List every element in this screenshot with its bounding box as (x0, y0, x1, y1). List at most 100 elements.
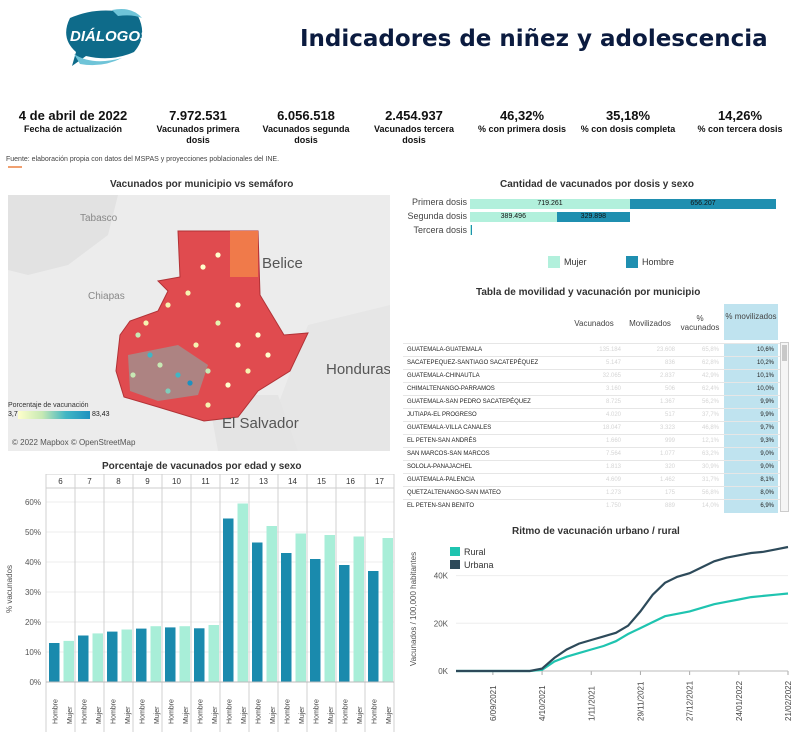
map-points (130, 252, 271, 408)
cell-pct-vacunados: 46,8% (701, 425, 719, 431)
table-row[interactable]: CHIMALTENANGO-PARRAMOS 3.160 506 62,4% 10,0% (403, 382, 780, 396)
cell-pct-movilizados: 9,9% (724, 409, 778, 422)
table-row[interactable]: EL PETEN-SAN ANDRÉS 1.660 999 12,1% 9,3% (403, 434, 780, 448)
age-bar-hombre[interactable] (310, 559, 321, 682)
age-bar-hombre[interactable] (78, 635, 89, 683)
dose-bar-hombre[interactable] (471, 225, 473, 235)
cell-pct-vacunados: 65,8% (701, 347, 719, 353)
table-row[interactable]: EL PETEN-SAN BENITO 1.750 889 14,0% 6,9% (403, 499, 780, 513)
age-series-label: Hombre (284, 699, 291, 724)
table-row[interactable]: GUATEMALA-SAN PEDRO SACATEPÉQUEZ 8.725 1.3… (403, 395, 780, 409)
col-header-pct-vacunados[interactable]: % vacunados (680, 314, 720, 332)
age-bar-hombre[interactable] (136, 628, 147, 682)
legend-hombre-label: Hombre (642, 257, 675, 267)
age-category-label: 8 (116, 477, 121, 486)
cell-pct-movilizados: 10,1% (724, 370, 778, 383)
age-bar-mujer[interactable] (208, 625, 220, 682)
map-label-chiapas: Chiapas (88, 291, 125, 302)
age-bar-hombre[interactable] (281, 553, 292, 682)
table-scrollbar[interactable] (780, 342, 789, 512)
age-bar-mujer[interactable] (150, 626, 162, 682)
age-bar-hombre[interactable] (252, 542, 263, 683)
cell-movilizados: 1.077 (659, 451, 675, 457)
line-chart-title: Ritmo de vacunación urbano / rural (512, 526, 680, 537)
age-series-label: Mujer (96, 706, 103, 724)
kpi-value: 14,26% (717, 108, 763, 123)
age-series-label: Hombre (139, 699, 146, 724)
kpi-value: 6.056.518 (277, 108, 335, 123)
age-series-label: Hombre (255, 699, 262, 724)
age-bar-hombre[interactable] (165, 627, 176, 682)
age-bar-mujer[interactable] (179, 626, 191, 682)
map-title: Vacunados por municipio vs semáforo (110, 179, 294, 190)
table-row[interactable]: JUTIAPA-EL PROGRESO 4.020 517 37,7% 9,9% (403, 408, 780, 422)
age-category-label: 12 (230, 477, 239, 486)
line-legend-swatch (450, 547, 460, 556)
kpi-label: % con primera dosis (477, 124, 567, 134)
age-series-label: Hombre (81, 699, 88, 724)
cell-pct-movilizados: 9,3% (724, 435, 778, 448)
table-row[interactable]: GUATEMALA-PALENCIA 4.609 1.462 31,7% 8,1% (403, 473, 780, 487)
cell-municipio: GUATEMALA-CHINAUTLA (407, 373, 480, 379)
map-attribution: © 2022 Mapbox © OpenStreetMap (12, 438, 136, 447)
table-row[interactable]: GUATEMALA-CHINAUTLA 32.065 2.837 42,9% 10,1% (403, 369, 780, 383)
age-bar-hombre[interactable] (368, 571, 379, 682)
age-bar-mujer[interactable] (121, 629, 133, 683)
age-ytick-label: 40% (25, 558, 41, 567)
table-row[interactable]: GUATEMALA-GUATEMALA 135.184 23.608 65,8% 10,… (403, 343, 780, 357)
age-bar-hombre[interactable] (107, 631, 118, 682)
dose-bar-hombre[interactable]: 329.898 (556, 212, 631, 222)
age-bar-chart: 0% 10% 20% 30% 40% 50% 60% % vacunados 6 Hombre Mu… (0, 474, 400, 733)
cell-pct-movilizados: 10,0% (724, 383, 778, 396)
age-bar-mujer[interactable] (266, 526, 278, 682)
map-orange-area (230, 231, 258, 277)
age-bar-hombre[interactable] (194, 628, 205, 682)
map-legend-min: 3,73 (8, 411, 22, 418)
line-series-rural[interactable] (456, 592, 789, 673)
map-svg (8, 195, 390, 451)
line-xtick-label: 24/01/2022 (735, 680, 744, 721)
cell-pct-movilizados: 10,2% (724, 357, 778, 370)
cell-pct-vacunados: 56,2% (701, 399, 719, 405)
age-bar-mujer[interactable] (324, 535, 336, 682)
col-header-pct-movilizados[interactable]: % movilizados (724, 304, 778, 340)
dose-bar-mujer[interactable] (470, 225, 472, 235)
age-bar-mujer[interactable] (353, 536, 365, 683)
kpi-label: Fecha de actualización (23, 124, 123, 134)
table-row[interactable]: QUETZALTENANGO-SAN MATEO 1.273 175 56,8% 8,0… (403, 486, 780, 500)
dose-bar-mujer[interactable]: 719.261 (470, 199, 630, 209)
age-bar-mujer[interactable] (382, 538, 394, 682)
age-bar-hombre[interactable] (339, 565, 350, 682)
table-row[interactable]: SAN MARCOS-SAN MARCOS 7.564 1.077 63,2% 9,0% (403, 447, 780, 461)
age-bar-mujer[interactable] (63, 640, 75, 682)
cell-pct-vacunados: 56,8% (701, 490, 719, 496)
dose-bar-hombre[interactable]: 656.207 (630, 199, 776, 209)
age-bar-mujer[interactable] (295, 533, 307, 683)
age-category-label: 9 (145, 477, 150, 486)
kpi-label: Vacunados tercera dosis (373, 124, 455, 145)
kpi-value: 7.972.531 (169, 108, 227, 123)
table-row[interactable]: SOLOLA-PANAJACHEL 1.813 320 30,9% 9,0% (403, 460, 780, 474)
cell-pct-movilizados: 10,6% (724, 344, 778, 357)
col-header-movilizados[interactable]: Movilizados (629, 319, 671, 328)
scroll-thumb[interactable] (782, 345, 787, 361)
dose-bar-mujer[interactable]: 389.496 (470, 212, 557, 222)
cell-pct-vacunados: 14,0% (701, 503, 719, 509)
line-series-urbana[interactable] (456, 545, 789, 673)
map-legend-title: Porcentaje de vacunación (8, 402, 89, 409)
age-bar-hombre[interactable] (223, 518, 234, 683)
age-bar-hombre[interactable] (49, 643, 60, 682)
cell-pct-vacunados: 31,7% (701, 477, 719, 483)
age-bar-mujer[interactable] (92, 633, 104, 682)
source-note: Fuente: elaboración propia con datos del… (6, 156, 280, 163)
table-row[interactable]: GUATEMALA-VILLA CANALES 18.047 3.323 46,8% 9… (403, 421, 780, 435)
table-row[interactable]: SACATEPEQUEZ-SANTIAGO SACATEPÉQUEZ 5.147 8… (403, 356, 780, 370)
kpi-label: % con tercera dosis (697, 124, 783, 134)
age-series-label: Mujer (357, 706, 364, 724)
col-header-vacunados[interactable]: Vacunados (574, 319, 614, 328)
municipality-map[interactable]: Tabasco Chiapas Belice Honduras El Salva… (8, 195, 390, 451)
kpi-pct-first: 46,32% % con primera dosis (472, 108, 572, 135)
age-series-label: Mujer (212, 706, 219, 724)
age-series-label: Hombre (110, 699, 117, 724)
age-bar-mujer[interactable] (237, 503, 249, 683)
